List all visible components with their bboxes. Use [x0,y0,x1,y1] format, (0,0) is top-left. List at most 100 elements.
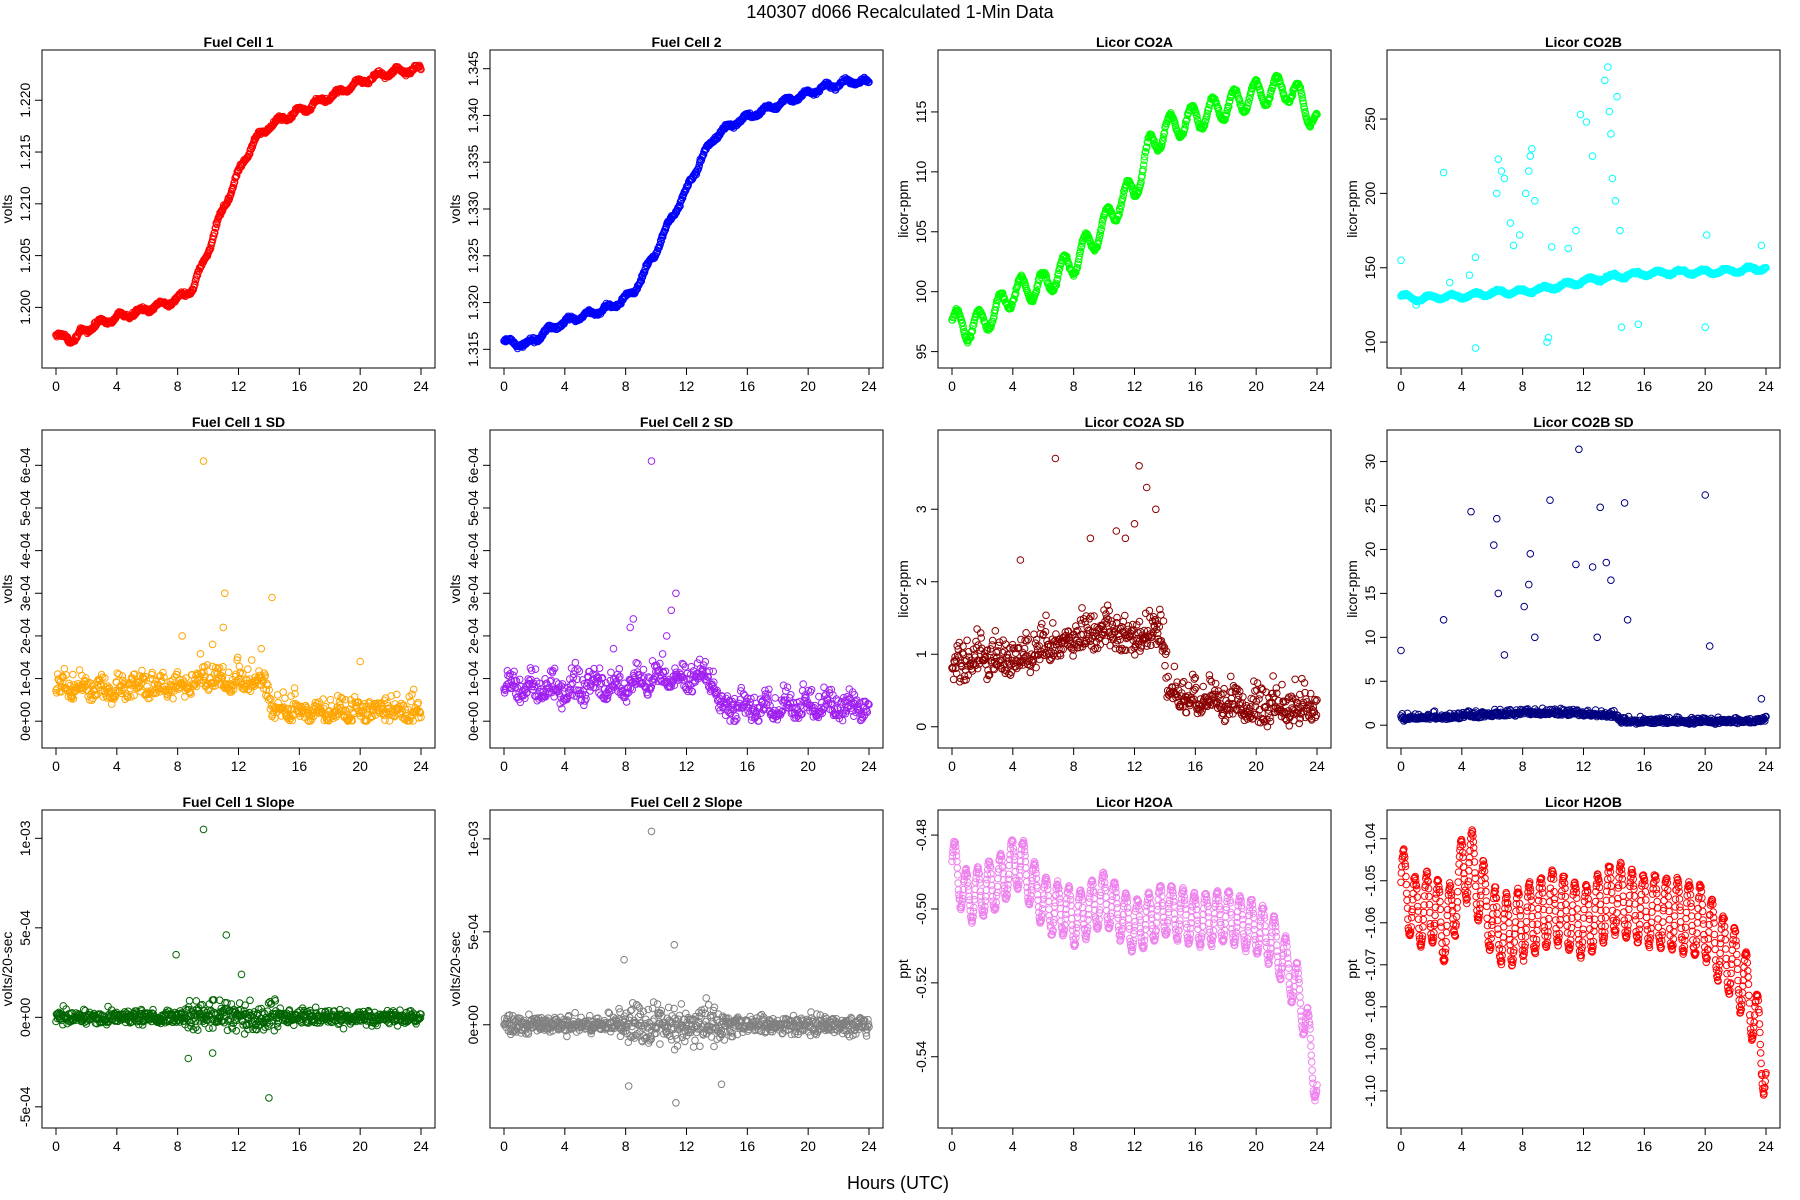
y-tick-label: 2e-04 [465,618,481,654]
data-point [193,271,202,280]
y-tick-label: 95 [913,344,929,360]
y-tick-label: 150 [1362,256,1378,280]
panel-title: Fuel Cell 1 SD [192,414,285,430]
x-tick-label: 16 [292,378,308,394]
x-tick-label: 4 [561,758,569,774]
x-tick-label: 20 [352,378,368,394]
x-tick-label: 8 [174,378,182,394]
x-tick-label: 8 [1519,378,1527,394]
y-tick-label: 1.315 [465,332,481,367]
panel-title: Fuel Cell 2 SD [640,414,733,430]
y-tick-label: 0e+00 [17,701,33,741]
y-tick-label: 1.330 [465,191,481,226]
y-tick-label: 1.335 [465,145,481,180]
x-tick-label: 4 [113,758,121,774]
x-tick-label: 20 [352,758,368,774]
panel-ylabel: volts [447,195,463,224]
y-tick-label: 1.200 [17,290,33,325]
panel-ylabel: licor-ppm [895,180,911,238]
y-tick-label: 1e-04 [17,660,33,696]
x-tick-label: 20 [1248,378,1264,394]
x-tick-label: 20 [1697,378,1713,394]
data-point [225,195,234,203]
x-tick-label: 12 [679,758,695,774]
y-axis: 1.200 1.205 1.210 1.215 1.220 [17,83,43,325]
data-point [210,228,219,237]
data-point [417,65,425,74]
x-tick-label: 8 [1070,378,1078,394]
figure-xlabel: Hours (UTC) [847,1173,949,1193]
y-tick-label: 3e-04 [17,575,33,611]
panel-ylabel: licor-ppm [1344,180,1360,238]
x-tick-label: 4 [1458,378,1466,394]
panel-ylabel: licor-ppm [895,560,911,618]
y-tick-label: 1e-04 [465,660,481,696]
x-tick-label: 24 [861,758,877,774]
y-tick-label: 4e-04 [17,533,33,569]
y-tick-label: 100 [1362,330,1378,354]
y-tick-label: 5e-04 [17,490,33,526]
y-tick-label: 1.220 [17,83,33,118]
y-tick-label: 115 [913,101,929,124]
x-tick-label: 24 [861,378,877,394]
y-tick-label: 200 [1362,181,1378,205]
data-point [209,232,218,240]
x-tick-label: 4 [113,378,121,394]
y-tick-label: 6e-04 [17,447,33,483]
x-tick-label: 16 [1637,378,1653,394]
x-tick-label: 8 [174,758,182,774]
x-tick-label: 0 [52,378,60,394]
y-tick-label: 110 [913,160,929,183]
panel-title: Fuel Cell 2 [651,34,721,50]
x-tick-label: 12 [1576,378,1592,394]
y-tick-label: 250 [1362,107,1378,131]
y-tick-label: 1.205 [17,238,33,273]
x-tick-label: 4 [1009,378,1017,394]
panel-ylabel: volts [0,575,15,604]
data-points [500,73,873,353]
x-tick-label: 0 [948,378,956,394]
x-tick-label: 0 [500,378,508,394]
y-tick-label: 1.215 [17,134,33,169]
panel-ylabel: volts [0,195,15,224]
x-tick-label: 12 [231,378,247,394]
y-tick-label: 3e-04 [465,575,481,611]
x-tick-label: 24 [413,378,429,394]
x-tick-label: 16 [740,758,756,774]
data-point [216,211,225,219]
x-tick-label: 20 [800,758,816,774]
x-tick-label: 16 [1188,378,1204,394]
data-point [191,280,199,289]
x-tick-label: 12 [1127,378,1143,394]
y-tick-label: 0e+00 [465,701,481,741]
y-tick-label: 6e-04 [465,447,481,483]
panel-title: Licor CO2A SD [1085,414,1185,430]
figure-title: 140307 d066 Recalculated 1-Min Data [746,2,1054,22]
x-tick-label: 0 [1397,378,1405,394]
y-tick-label: 100 [913,280,929,304]
y-tick-label: 1.210 [17,186,33,221]
x-tick-label: 16 [292,758,308,774]
y-tick-label: 5e-04 [465,490,481,526]
panel-title: Fuel Cell 1 [203,34,273,50]
y-tick-label: 105 [913,220,929,244]
panel-title: Licor CO2B [1545,34,1622,50]
panel-title: Licor CO2A [1096,34,1173,50]
x-tick-label: 4 [561,378,569,394]
y-tick-label: 4e-04 [465,533,481,569]
data-point [245,150,254,158]
panel-ylabel: volts [447,575,463,604]
x-tick-label: 8 [622,378,630,394]
x-tick-label: 8 [622,758,630,774]
x-tick-label: 12 [231,758,247,774]
x-tick-label: 24 [1309,378,1325,394]
x-tick-label: 0 [52,758,60,774]
x-tick-label: 16 [740,378,756,394]
data-points [52,61,425,347]
y-tick-label: 1.325 [465,238,481,273]
